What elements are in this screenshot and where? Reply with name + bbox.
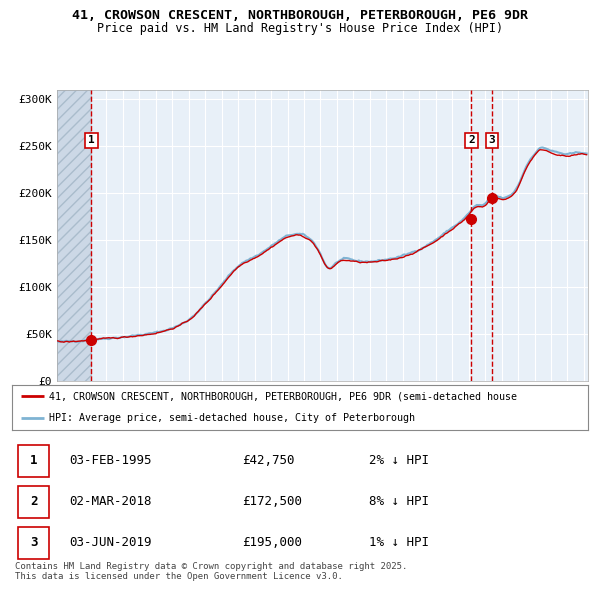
Text: 2: 2 [468, 135, 475, 145]
FancyBboxPatch shape [18, 526, 49, 559]
Text: HPI: Average price, semi-detached house, City of Peterborough: HPI: Average price, semi-detached house,… [49, 414, 415, 424]
Bar [57, 90, 91, 381]
Text: 2% ↓ HPI: 2% ↓ HPI [369, 454, 429, 467]
Text: 1% ↓ HPI: 1% ↓ HPI [369, 536, 429, 549]
Text: 1: 1 [30, 454, 37, 467]
FancyBboxPatch shape [18, 486, 49, 518]
Text: 03-FEB-1995: 03-FEB-1995 [70, 454, 152, 467]
Text: 03-JUN-2019: 03-JUN-2019 [70, 536, 152, 549]
Text: 41, CROWSON CRESCENT, NORTHBOROUGH, PETERBOROUGH, PE6 9DR (semi-detached house: 41, CROWSON CRESCENT, NORTHBOROUGH, PETE… [49, 391, 517, 401]
Text: £42,750: £42,750 [242, 454, 295, 467]
Text: £172,500: £172,500 [242, 495, 302, 509]
Text: £195,000: £195,000 [242, 536, 302, 549]
Text: 3: 3 [30, 536, 37, 549]
Text: Price paid vs. HM Land Registry's House Price Index (HPI): Price paid vs. HM Land Registry's House … [97, 22, 503, 35]
Text: Contains HM Land Registry data © Crown copyright and database right 2025.
This d: Contains HM Land Registry data © Crown c… [15, 562, 407, 581]
Text: 8% ↓ HPI: 8% ↓ HPI [369, 495, 429, 509]
Text: 02-MAR-2018: 02-MAR-2018 [70, 495, 152, 509]
Text: 2: 2 [30, 495, 37, 509]
Text: 1: 1 [88, 135, 95, 145]
Bar [57, 90, 91, 381]
Text: 41, CROWSON CRESCENT, NORTHBOROUGH, PETERBOROUGH, PE6 9DR: 41, CROWSON CRESCENT, NORTHBOROUGH, PETE… [72, 9, 528, 22]
Text: 3: 3 [488, 135, 496, 145]
FancyBboxPatch shape [18, 445, 49, 477]
